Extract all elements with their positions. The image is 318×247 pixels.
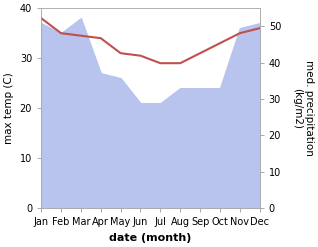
- Y-axis label: med. precipitation
(kg/m2): med. precipitation (kg/m2): [292, 60, 314, 156]
- X-axis label: date (month): date (month): [109, 233, 192, 243]
- Y-axis label: max temp (C): max temp (C): [4, 72, 14, 144]
